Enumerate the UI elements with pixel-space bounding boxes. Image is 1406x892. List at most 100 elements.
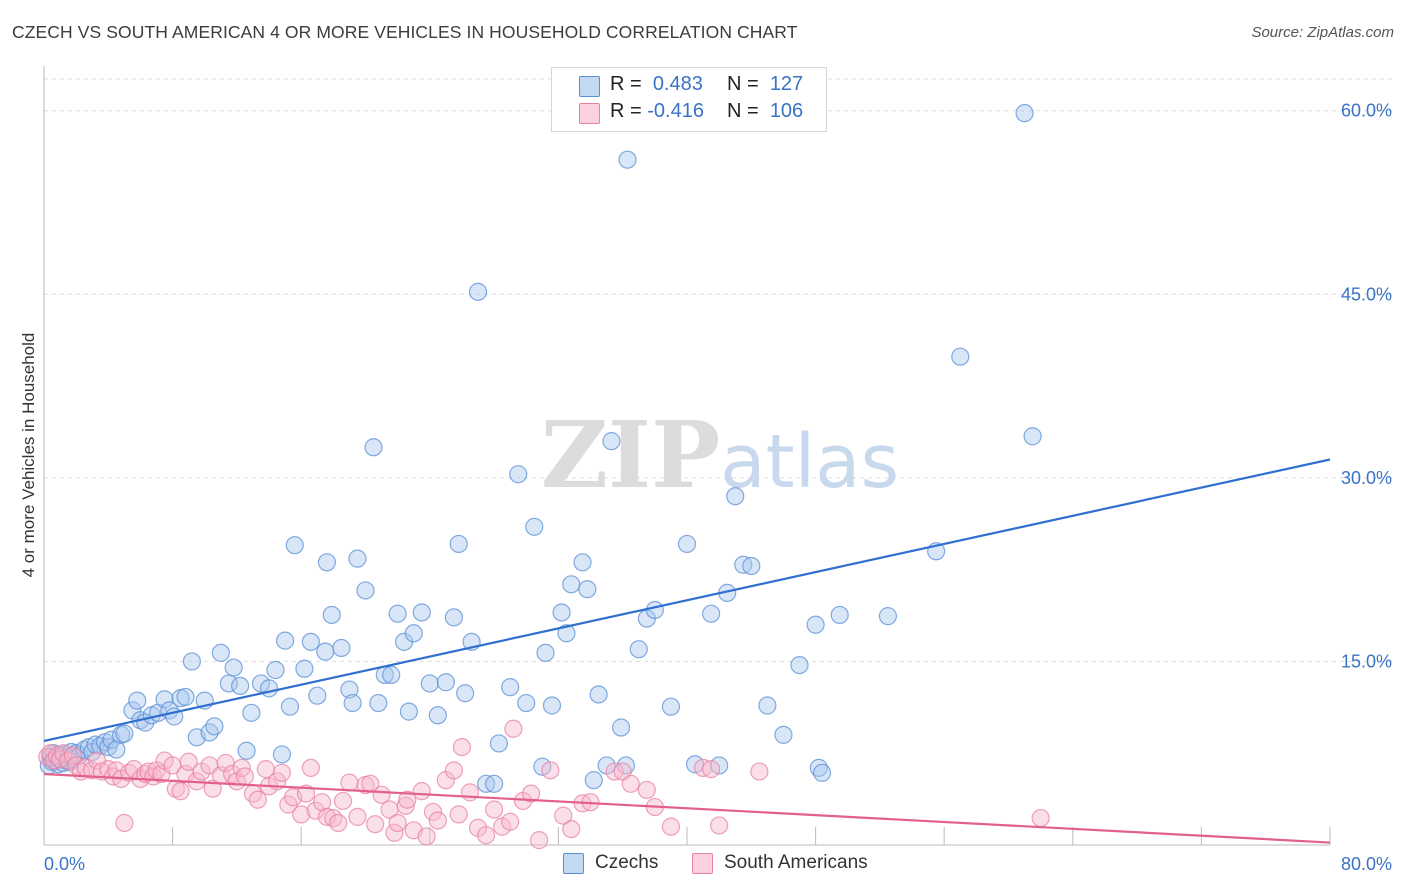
south-american-point [388,813,407,833]
sa-legend-swatch [692,853,713,874]
source-credit: Source: ZipAtlas.com [1251,24,1394,41]
south-american-point [661,817,681,836]
czech-point [399,702,419,721]
czech-point [501,678,520,697]
south-american-point [504,719,523,738]
czech-point [584,771,603,790]
czech-point [468,282,488,301]
south-american-point [63,746,83,765]
south-american-point [301,758,320,778]
sa-legend-label: South Americans [724,852,868,873]
watermark: ZIPatlas [541,401,899,509]
czech-point [420,674,439,693]
south-american-point [428,811,447,830]
czech-point [878,607,898,626]
south-american-point [235,767,255,786]
czech-point [412,603,431,622]
czech-point [774,725,793,744]
czech-point [224,658,243,677]
czech-point [285,536,304,555]
grid-layer [44,78,1395,662]
czech-point [128,691,147,710]
czech-point [259,679,279,698]
south-american-point [340,773,359,792]
czech-point [1015,104,1034,123]
south-american-point [541,761,560,780]
czech-point [489,734,509,753]
czech-point [562,575,581,594]
south-american-point [412,782,431,801]
czech-point [382,665,401,684]
south-american-point [530,831,549,850]
czech-point [266,660,285,680]
south-american-point [521,784,541,803]
czech-point [322,605,341,625]
czech-point [509,465,528,484]
south-american-point [396,796,415,815]
czech-point [155,690,174,709]
czech-point [611,718,631,737]
czech-point [589,685,608,704]
czech-point [237,741,256,760]
south-american-point [501,812,520,831]
y-tick-label: 30.0% [1341,468,1392,488]
y-tick-label: 15.0% [1341,651,1392,671]
south-american-point [1031,808,1050,828]
czech-point [107,740,126,759]
south-american-point [398,790,417,809]
czech-point [369,693,388,713]
south-american-point [272,763,292,782]
south-american-trend-line [43,772,1331,844]
czech-point [200,723,219,742]
czech-point [951,347,970,366]
south-american-point [83,761,102,780]
trend-lines [43,458,1331,844]
south-american-point [417,827,436,846]
sa-r-value: -0.416 [647,100,704,122]
czech-point [348,549,367,568]
czech-point [356,581,375,600]
x-tick-label-min: 0.0% [44,854,85,874]
y-tick-label: 60.0% [1341,101,1392,121]
south-american-point [621,774,640,793]
tick-labels: 15.0% 30.0% 45.0% 60.0% 0.0% 80.0% [44,101,1392,874]
czech-point [428,706,447,725]
czech-point [812,763,832,782]
south-american-point [124,760,144,779]
south-american-point [115,813,134,833]
czech-legend-swatch [563,853,584,874]
south-american-point [179,752,198,771]
south-american-swatch [579,103,600,124]
czech-trend-line [43,458,1331,743]
south-american-point [460,783,480,802]
czech-point [316,642,335,661]
czech-point [343,693,362,713]
czech-point [702,604,721,623]
czech-point [629,640,648,659]
czech-n-value: 127 [769,73,804,95]
sa-n-value: 106 [769,100,804,122]
czech-point [742,556,761,576]
south-american-point [702,760,721,779]
czech-point [552,603,571,622]
south-american-point [366,815,385,834]
south-american-points [38,719,1050,850]
czech-point [1023,427,1042,446]
czech-swatch [579,76,600,97]
czech-point [364,438,383,457]
x-tick-label-max: 80.0% [1341,854,1392,874]
czech-point [806,615,825,634]
czech-point [758,696,777,715]
czech-point [536,643,555,662]
correlation-legend: R = 0.483 N = 127 R = -0.416 N = 106 [551,67,827,132]
czech-point [444,608,464,627]
czech-point [436,673,455,692]
czech-point [557,624,576,643]
czech-point [809,758,828,778]
czech-point [573,553,592,572]
czech-point [332,638,351,658]
czech-legend-label: Czechs [595,852,659,873]
czech-point [456,684,475,703]
south-american-point [44,751,63,770]
south-american-point [171,782,190,801]
